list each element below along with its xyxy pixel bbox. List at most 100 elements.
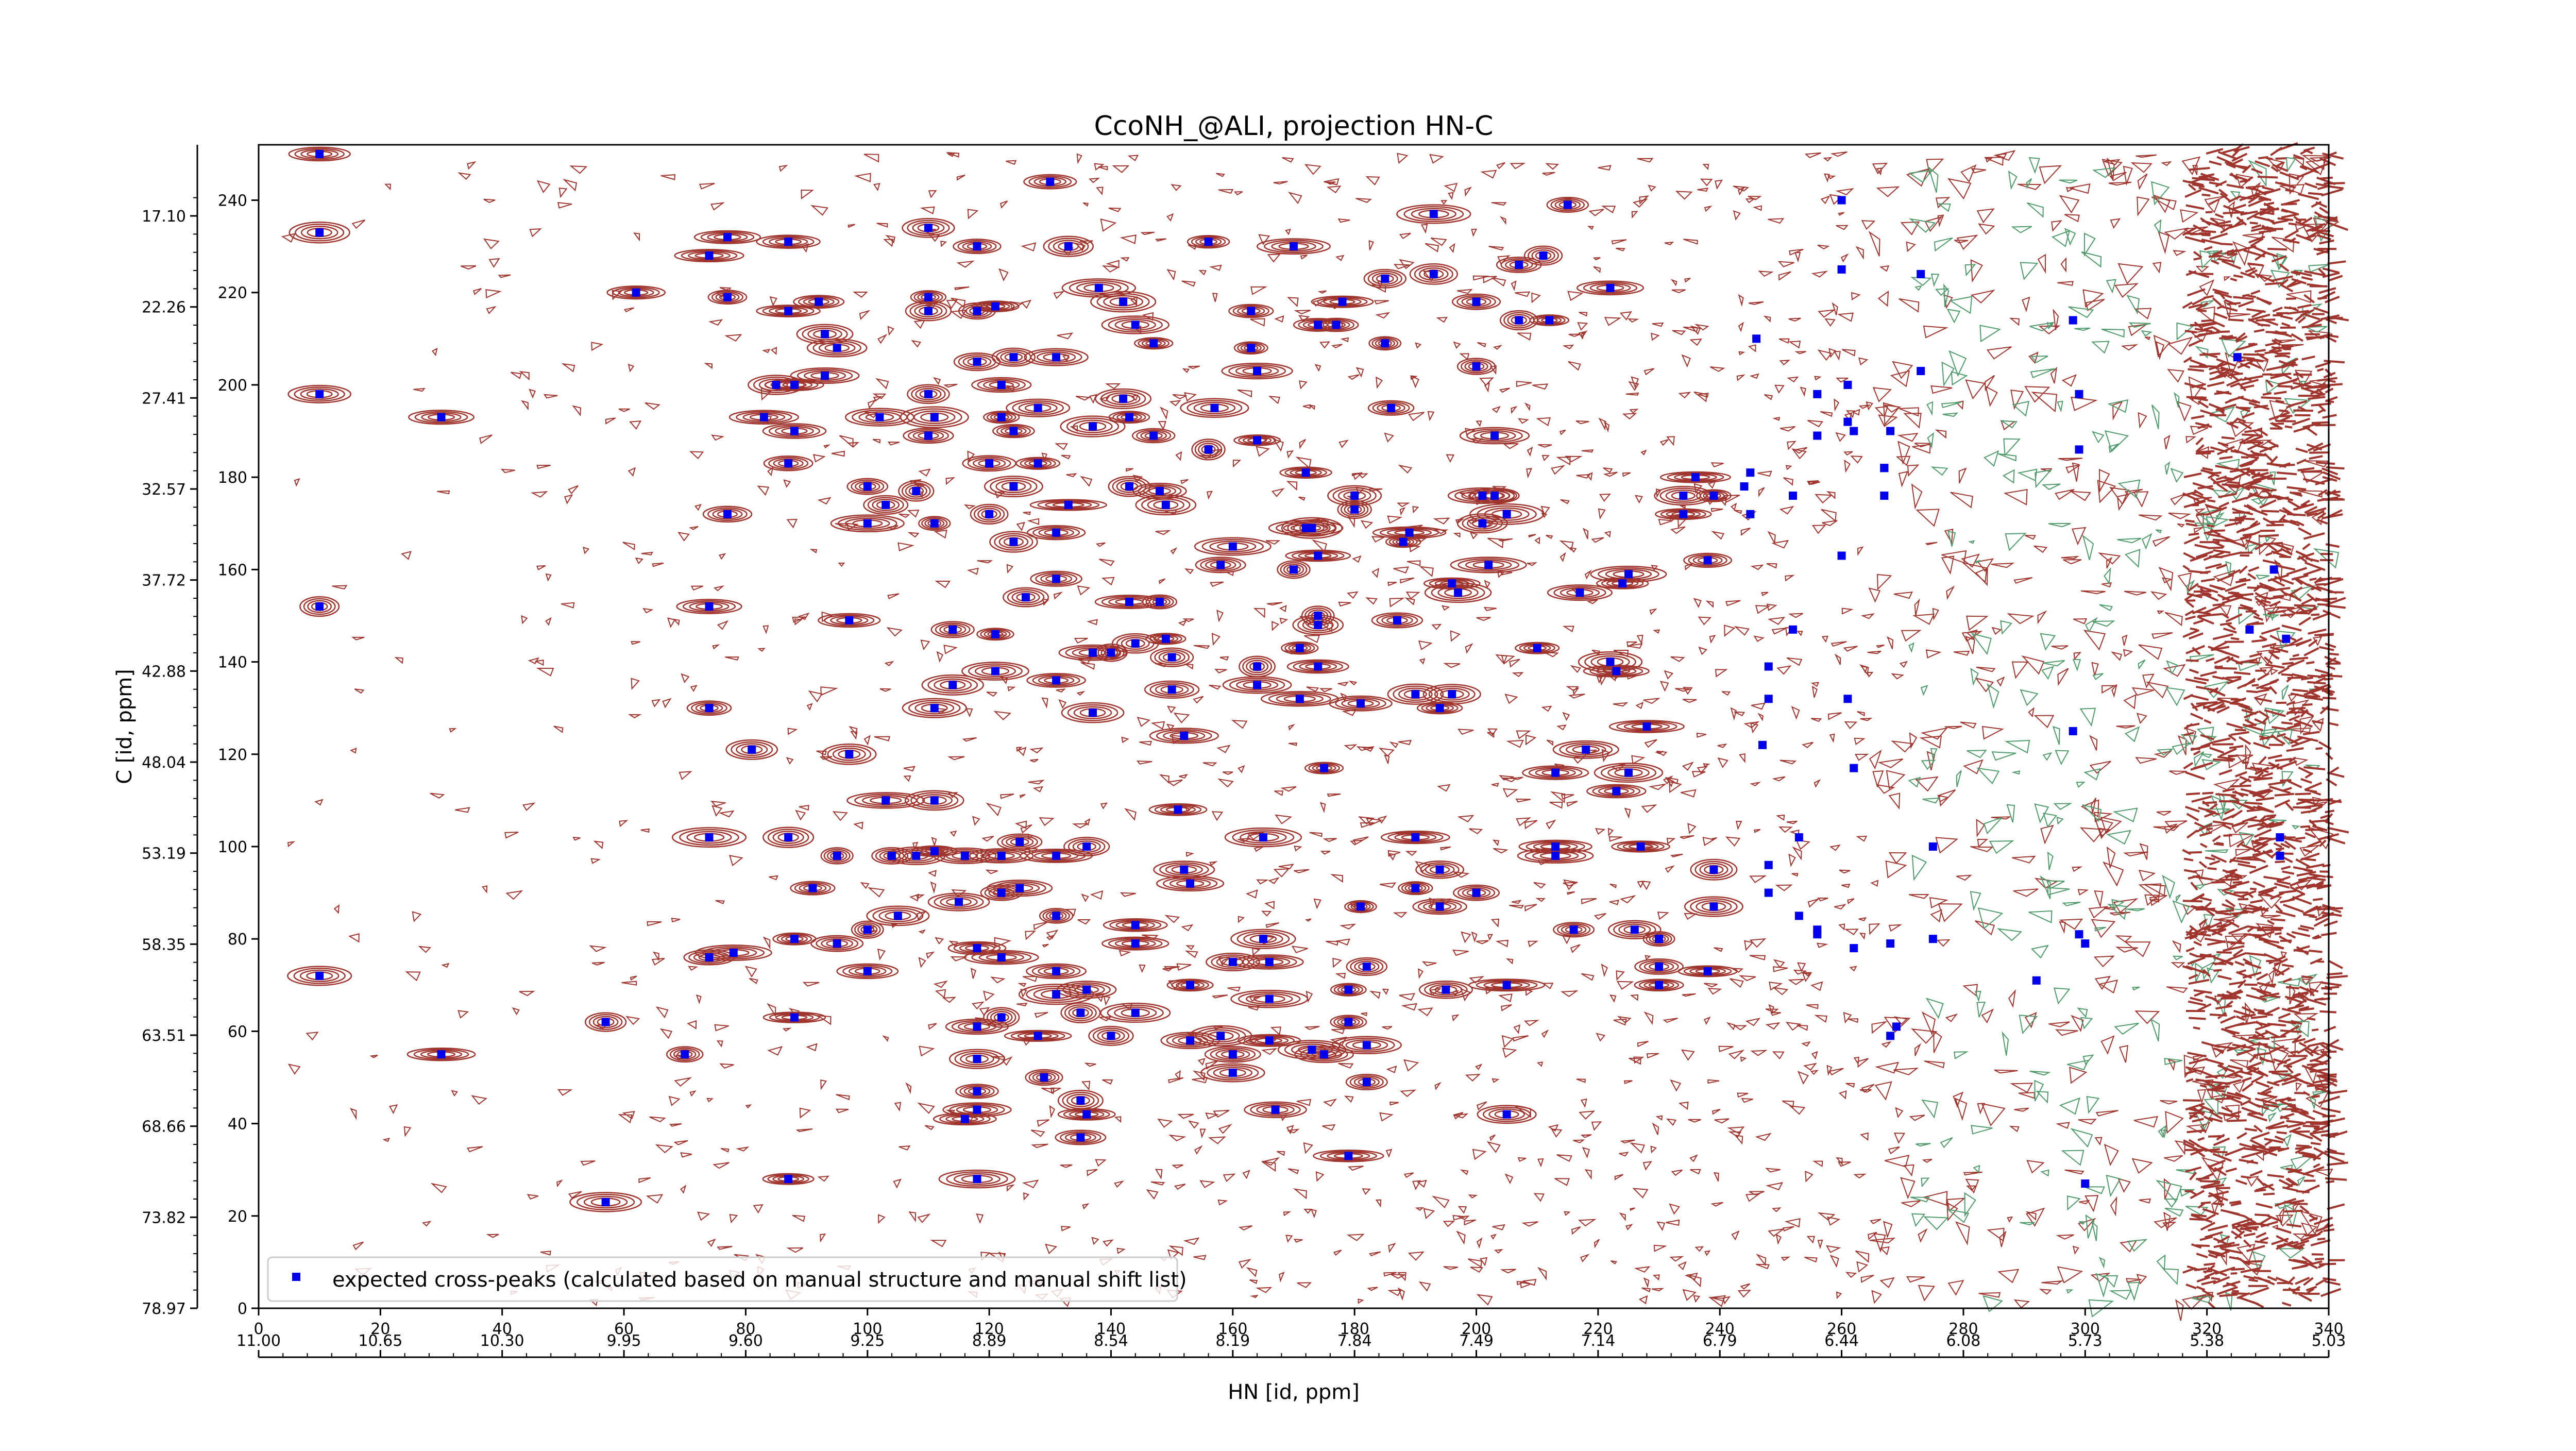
noise-contours-positive [281,150,2340,1321]
cross-peak-marker [991,302,999,311]
legend-marker [292,1273,300,1281]
x-index-tick-label: 60 [614,1320,634,1338]
cross-peak-marker [930,704,939,713]
x-ppm-tick-label: 9.25 [850,1332,885,1350]
cross-peak-marker [991,630,999,638]
cross-peak-marker [973,1087,981,1095]
cross-peak-marker [2032,976,2041,985]
y-ppm-tick-label: 27.41 [142,390,186,408]
cross-peak-marker [1435,902,1444,911]
cross-peak-marker [1709,902,1718,911]
cross-peak-marker [1186,879,1195,888]
cross-peak-marker [1850,764,1858,772]
cross-peak-marker [437,413,446,421]
y-index-tick-label: 20 [228,1208,247,1226]
legend-box [267,1256,1178,1302]
cross-peak-marker [1089,708,1097,717]
cross-peak-marker [1435,865,1444,874]
x-ppm-tick-label: 8.89 [972,1332,1007,1350]
cross-peak-marker [1928,842,1937,851]
x-ppm-tick-label: 8.54 [1094,1332,1128,1350]
y-ppm-tick-label: 42.88 [142,663,186,681]
cross-peak-marker [1381,339,1389,348]
y-index-tick-label: 220 [218,284,247,302]
cross-peak-marker [1709,491,1718,500]
cross-peak-marker [2269,565,2278,574]
cross-peak-marker [991,667,999,676]
cross-peak-marker [973,307,981,315]
chart-title: CcoNH_@ALI, projection HN-C [1094,111,1494,142]
cross-peak-marker [437,1050,446,1059]
x-index-tick-label: 20 [370,1320,390,1338]
cross-peak-marker [973,1055,981,1064]
cross-peak-marker [930,519,939,528]
cross-peak-marker [2276,851,2284,860]
y-axis-label: C [id, ppm] [113,669,137,784]
cross-peak-marker [1052,912,1061,920]
cross-peak-marker [1125,413,1133,421]
cross-peak-marker [1928,935,1937,943]
cross-peak-marker [1551,842,1560,851]
cross-peak-marker [1125,598,1133,606]
cross-peak-marker [1228,1069,1237,1077]
cross-peak-marker [1837,551,1846,560]
cross-peak-marker [1259,833,1267,842]
cross-peak-marker [1290,242,1298,251]
cross-peak-marker [1642,722,1651,731]
cross-peak-marker [845,616,854,625]
cross-peak-marker [705,833,714,842]
cross-peak-marker [1837,265,1846,274]
cross-peak-marker [1618,579,1627,588]
cross-peak-marker [1052,967,1061,975]
cross-peak-marker [1794,912,1803,920]
cross-peak-marker [1149,339,1158,348]
cross-peak-marker [1009,482,1018,491]
cross-peak-marker [1119,297,1128,306]
cross-peak-marker [1612,787,1621,796]
cross-peak-marker [997,851,1006,860]
cross-peak-marker [1539,251,1548,260]
cross-peak-marker [1478,491,1487,500]
cross-peak-marker [1204,445,1213,454]
cross-peak-marker [1843,380,1852,389]
cross-peak-marker [1606,657,1615,666]
cross-peak-marker [973,1022,981,1031]
cross-peak-marker [1308,1045,1316,1054]
x-index-tick-label: 180 [1340,1320,1369,1338]
cross-peak-marker [1210,403,1219,412]
edge-contours [2182,142,2349,1310]
cross-peak-marker [997,953,1006,962]
cross-peak-marker [833,939,841,948]
marker-layer [315,149,2291,1206]
cross-peak-marker [1679,510,1688,518]
cross-peak-marker [1107,648,1115,657]
cross-peak-marker [1399,537,1408,546]
y-index-tick-label: 0 [238,1300,247,1318]
y-ppm-tick-label: 78.97 [142,1300,186,1318]
cross-peak-marker [1502,510,1511,518]
cross-peak-marker [1563,200,1572,209]
x-index-tick-label: 280 [1948,1320,1978,1338]
axis-layer: 0 20 40 60 80 100 120 140 160 180 200 220 240 260 280 3… [142,145,2346,1358]
cross-peak-marker [1131,939,1140,948]
cross-peak-marker [1314,620,1323,629]
cross-peak-marker [1515,260,1523,269]
cross-peak-marker [821,372,829,380]
cross-peak-marker [1405,528,1414,537]
cross-peak-marker [924,307,933,315]
cross-peak-marker [1606,283,1615,292]
cross-peak-marker [1502,981,1511,989]
cross-peak-marker [1472,362,1481,371]
cross-peak-marker [1253,436,1262,445]
cross-peak-marker [1167,653,1176,662]
cross-peak-marker [1569,925,1578,934]
cross-peak-marker [997,380,1006,389]
x-index-tick-label: 120 [974,1320,1004,1338]
cross-peak-marker [924,293,933,301]
cross-peak-marker [784,307,793,315]
x-ppm-tick-label: 9.60 [728,1332,763,1350]
cross-peak-marker [1813,431,1822,440]
cross-peak-marker [924,390,933,398]
cross-peak-marker [1636,842,1645,851]
cross-peak-marker [1186,981,1195,989]
